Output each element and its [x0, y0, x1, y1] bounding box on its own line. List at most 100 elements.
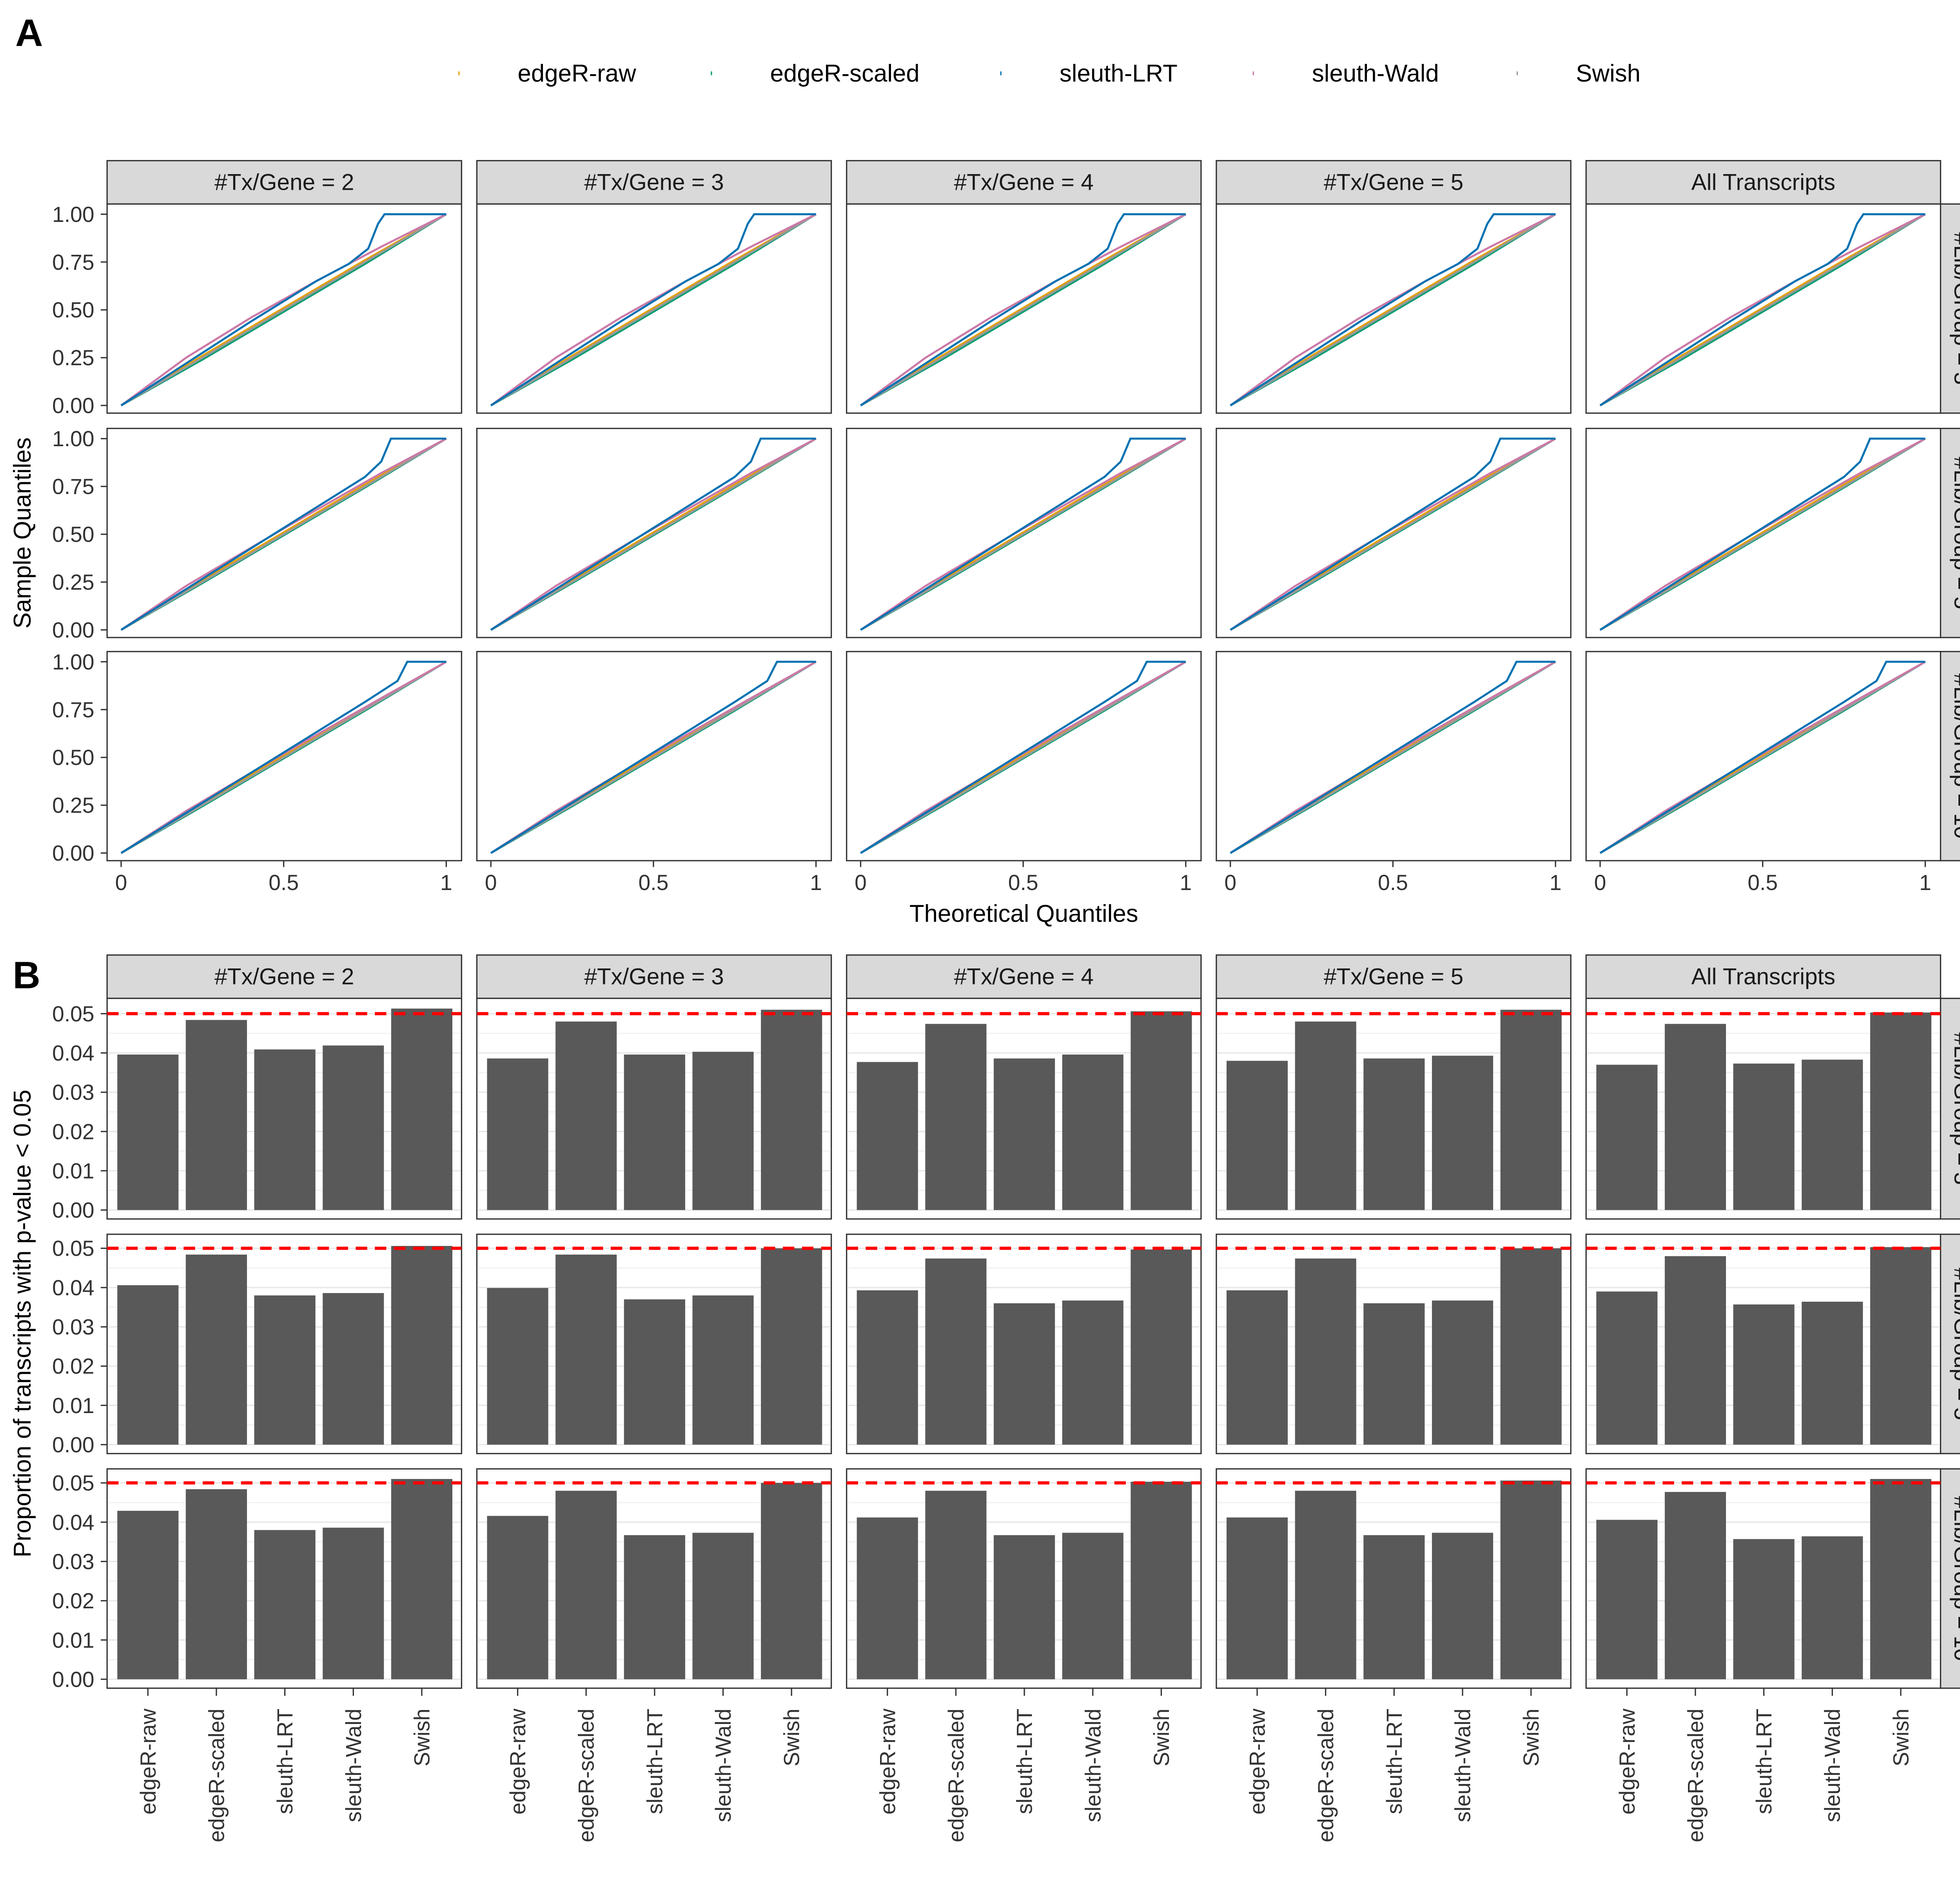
facet-strip-label: #Lib/Group = 10	[1949, 674, 1960, 839]
bar-sleuth-wald	[1062, 1300, 1123, 1445]
bar-sleuth-wald	[1432, 1300, 1494, 1445]
bar-edger-scaled	[1295, 1491, 1356, 1679]
qq-line-sleuth-lrt	[490, 661, 816, 854]
x-tick-label: 1	[810, 870, 822, 895]
qq-line-swish	[1599, 661, 1926, 854]
x-tick-label: edgeR-scaled	[574, 1709, 599, 1842]
panel-label-a: A	[15, 11, 43, 54]
bar-edger-scaled	[185, 1489, 247, 1679]
facet-strip	[106, 954, 463, 999]
y-tick-label: 0.03	[52, 1080, 94, 1104]
bar-plot-grid: #Tx/Gene = 2 #Tx/Gene = 3 #Tx/Gene = 4 #Tx/…	[9, 954, 1960, 1842]
bar-sleuth-lrt	[1363, 1058, 1425, 1210]
y-axis-title: Proportion of transcripts with p-value <…	[9, 1090, 36, 1557]
facet-strip-label: #Lib/Group = 10	[1949, 1496, 1960, 1661]
bar-edger-raw	[857, 1062, 918, 1210]
qq-facet	[476, 428, 832, 638]
qq-line-swish	[1230, 213, 1556, 407]
x-axis-title: Theoretical Quantiles	[909, 900, 1138, 927]
x-tick-label: sleuth-LRT	[642, 1709, 667, 1814]
bar-edger-scaled	[1295, 1258, 1356, 1445]
bar-sleuth-wald	[692, 1533, 754, 1679]
facet-strip-label: #Tx/Gene = 4	[954, 964, 1094, 990]
qq-line-swish	[120, 661, 447, 854]
y-tick-label: 0.04	[52, 1275, 94, 1300]
qq-facet	[476, 651, 832, 861]
bar-sleuth-wald	[323, 1293, 384, 1445]
facet-strip	[106, 160, 463, 205]
bar-edger-raw	[487, 1058, 548, 1210]
bar-edger-raw	[487, 1288, 548, 1445]
bar-edger-scaled	[925, 1024, 987, 1210]
facet-strip-label: #Tx/Gene = 3	[584, 964, 724, 990]
x-tick-label: 0	[485, 870, 497, 895]
x-tick-label: 1	[1180, 870, 1192, 895]
bar-facet	[476, 1468, 832, 1689]
bar-facet	[476, 1233, 832, 1454]
qq-plot-grid: #Tx/Gene = 2 #Tx/Gene = 3 #Tx/Gene = 4 #Tx/…	[9, 160, 1960, 927]
qq-line-swish	[860, 213, 1187, 407]
qq-line-swish	[1599, 213, 1926, 407]
facet-strip-label: All Transcripts	[1691, 964, 1835, 990]
qq-line-edger-scaled	[490, 213, 817, 407]
qq-line-swish	[120, 438, 447, 631]
x-tick-label: sleuth-LRT	[273, 1709, 297, 1814]
qq-line-sleuth-lrt	[1230, 438, 1556, 631]
bar-sleuth-wald	[1432, 1055, 1494, 1210]
qq-line-edger-raw	[1230, 213, 1556, 407]
facet-strip	[1585, 954, 1942, 999]
facet-strip-label: All Transcripts	[1691, 170, 1835, 195]
bar-facet	[106, 1468, 463, 1689]
bar-sleuth-lrt	[624, 1535, 685, 1679]
bar-sleuth-wald	[1802, 1536, 1863, 1679]
x-tick-label: 0	[1224, 870, 1236, 895]
bar-edger-raw	[487, 1516, 548, 1679]
x-tick-label: Swish	[410, 1709, 434, 1766]
bar-sleuth-lrt	[624, 1299, 685, 1445]
x-tick-label: sleuth-Wald	[1451, 1709, 1475, 1822]
bar-edger-raw	[1226, 1061, 1288, 1210]
x-tick-label: edgeR-scaled	[204, 1709, 229, 1842]
x-tick-label: edgeR-raw	[506, 1708, 530, 1815]
facet-strip	[846, 954, 1202, 999]
x-tick-label: 1	[1919, 870, 1931, 895]
bar-edger-raw	[857, 1290, 918, 1445]
bar-facet	[1585, 1233, 1942, 1454]
bar-sleuth-wald	[692, 1295, 754, 1445]
bar-edger-raw	[1596, 1291, 1658, 1445]
qq-line-edger-raw	[1599, 213, 1926, 407]
bar-edger-raw	[1226, 1290, 1288, 1445]
qq-line-sleuth-wald	[490, 213, 817, 407]
facet-strip-label: #Tx/Gene = 5	[1324, 964, 1463, 990]
facet-strip-label: #Tx/Gene = 2	[214, 964, 354, 990]
bar-sleuth-lrt	[254, 1530, 316, 1679]
y-tick-label: 0.00	[52, 1433, 94, 1457]
bar-sleuth-wald	[692, 1052, 754, 1210]
qq-line-edger-scaled	[120, 213, 447, 407]
bar-sleuth-lrt	[254, 1049, 316, 1210]
bar-swish	[761, 1248, 822, 1445]
y-tick-label: 1.00	[52, 427, 94, 451]
qq-line-swish	[1230, 438, 1556, 631]
bar-sleuth-lrt	[624, 1054, 685, 1210]
bar-swish	[1131, 1249, 1192, 1445]
bar-edger-scaled	[1664, 1256, 1726, 1445]
bar-edger-scaled	[185, 1020, 247, 1210]
facet-strip-label: #Tx/Gene = 2	[214, 170, 354, 195]
bar-swish	[761, 1483, 822, 1679]
x-tick-label: 0.5	[1748, 870, 1778, 895]
bar-sleuth-lrt	[1733, 1063, 1795, 1210]
y-tick-label: 0.01	[52, 1628, 94, 1652]
x-tick-label: edgeR-raw	[1615, 1708, 1639, 1815]
qq-line-sleuth-lrt	[120, 661, 446, 854]
x-tick-label: sleuth-LRT	[1013, 1709, 1037, 1814]
bar-sleuth-wald	[1062, 1054, 1123, 1210]
bar-swish	[1500, 1010, 1562, 1210]
qq-facet	[846, 428, 1202, 638]
qq-facet	[1585, 651, 1942, 861]
bar-edger-raw	[857, 1517, 918, 1679]
facet-strip	[1585, 160, 1942, 205]
y-tick-label: 0.01	[52, 1393, 94, 1418]
qq-line-sleuth-lrt	[1599, 661, 1926, 854]
bar-edger-scaled	[1664, 1024, 1726, 1210]
